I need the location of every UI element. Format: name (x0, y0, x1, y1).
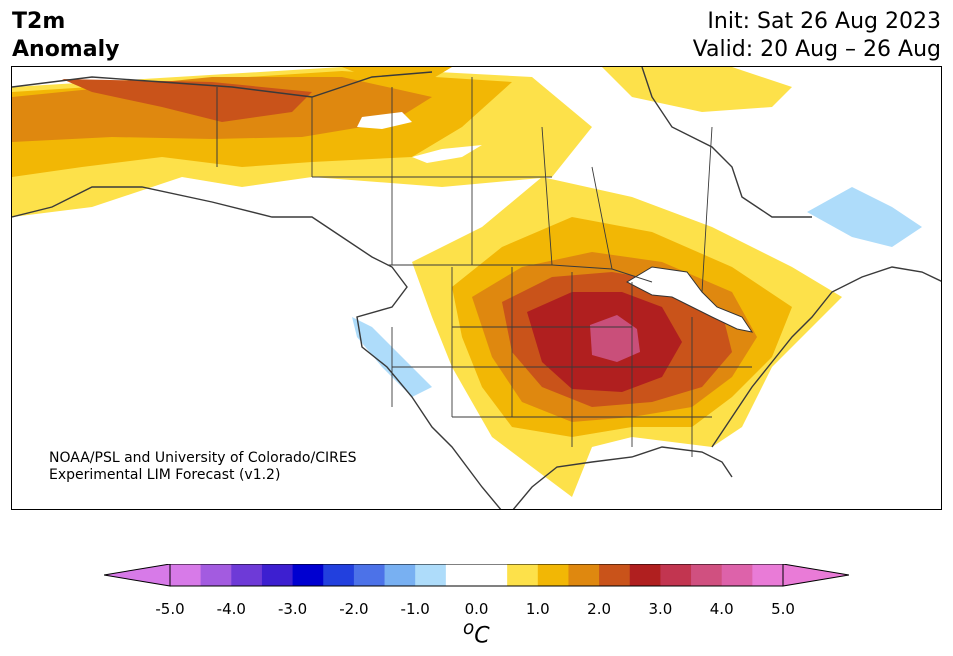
colorbar-tick-label: -3.0 (277, 600, 308, 618)
colorbar-swatch (721, 564, 753, 586)
state-lines (391, 267, 752, 457)
colorbar-swatch (231, 564, 263, 586)
canada-lake-1 (357, 112, 412, 129)
colorbar-swatch (629, 564, 661, 586)
forecast-dates: Init: Sat 26 Aug 2023 Valid: 20 Aug – 26… (693, 8, 941, 64)
colorbar-swatch (353, 564, 386, 586)
province-lines (311, 77, 713, 293)
colorbar-tick-label: 4.0 (709, 600, 734, 618)
colorbar-swatch (323, 564, 355, 586)
anomaly-labrador-cool (807, 187, 922, 247)
unit-degree: o (463, 618, 475, 639)
colorbar-outline (169, 564, 784, 587)
colorbar-swatch (445, 564, 477, 586)
canada-lake-2 (412, 145, 482, 163)
colorbar-swatch (476, 564, 508, 586)
init-date: Init: Sat 26 Aug 2023 (707, 9, 941, 34)
colorbar-swatch (507, 564, 539, 586)
great-lakes (625, 266, 754, 333)
credit-line-1: NOAA/PSL and University of Colorado/CIRE… (49, 450, 357, 466)
colorbar-swatch (537, 564, 569, 586)
coastline-hudson (641, 67, 812, 218)
colorbar-tick-label: -2.0 (339, 600, 369, 618)
colorbar-ticks: -5.0 -4.0 -3.0 -2.0 -1.0 0.0 1.0 2.0 3.0 4.0 5.0 (0, 600, 953, 620)
colorbar-tick-label: 2.0 (587, 600, 612, 618)
colorbar-swatch (200, 564, 232, 586)
coastline-gulf (512, 446, 733, 509)
colorbar-swatch (660, 564, 692, 586)
colorbar-swatch (599, 564, 631, 586)
colorbar (104, 564, 849, 587)
colorbar-tick-label: 5.0 (771, 600, 795, 618)
data-credit: NOAA/PSL and University of Colorado/CIRE… (49, 450, 357, 484)
colorbar-swatch (752, 564, 784, 586)
colorbar-swatch (691, 564, 723, 586)
colorbar-tick-label: 0.0 (464, 600, 489, 618)
colorbar-swatch (292, 564, 324, 586)
colorbar-swatch (170, 564, 202, 586)
colorbar-tick-label: 3.0 (648, 600, 673, 618)
colorbar-swatch (384, 564, 416, 586)
border-us-canada (387, 264, 653, 283)
coastline-alaska (12, 71, 433, 98)
colorbar-tick-label: -1.0 (400, 600, 430, 618)
valid-range: Valid: 20 Aug – 26 Aug (692, 37, 941, 62)
credit-line-2: Experimental LIM Forecast (v1.2) (49, 467, 281, 483)
map-panel (11, 66, 942, 510)
colorbar-unit: oC (463, 618, 490, 648)
anomaly-map (12, 67, 941, 509)
title-line-1: T2m (12, 9, 66, 34)
colorbar-tick-label: -5.0 (155, 600, 185, 618)
title-line-2: Anomaly (12, 37, 120, 62)
map-title: T2m Anomaly (12, 8, 119, 64)
colorbar-tick-label: 1.0 (525, 600, 550, 618)
colorbar-swatch (568, 564, 600, 586)
colorbar-min-extension (104, 564, 171, 587)
anomaly-hudson-level2 (342, 67, 452, 79)
colorbar-max-extension (782, 564, 849, 587)
coastline-west (12, 186, 502, 509)
colorbar-swatch (261, 564, 294, 586)
colorbar-swatch (415, 564, 447, 586)
anomaly-quebec-level1 (602, 67, 792, 112)
coastline-east (711, 266, 941, 448)
colorbar-tick-label: -4.0 (216, 600, 246, 618)
unit-celsius: C (474, 623, 490, 649)
